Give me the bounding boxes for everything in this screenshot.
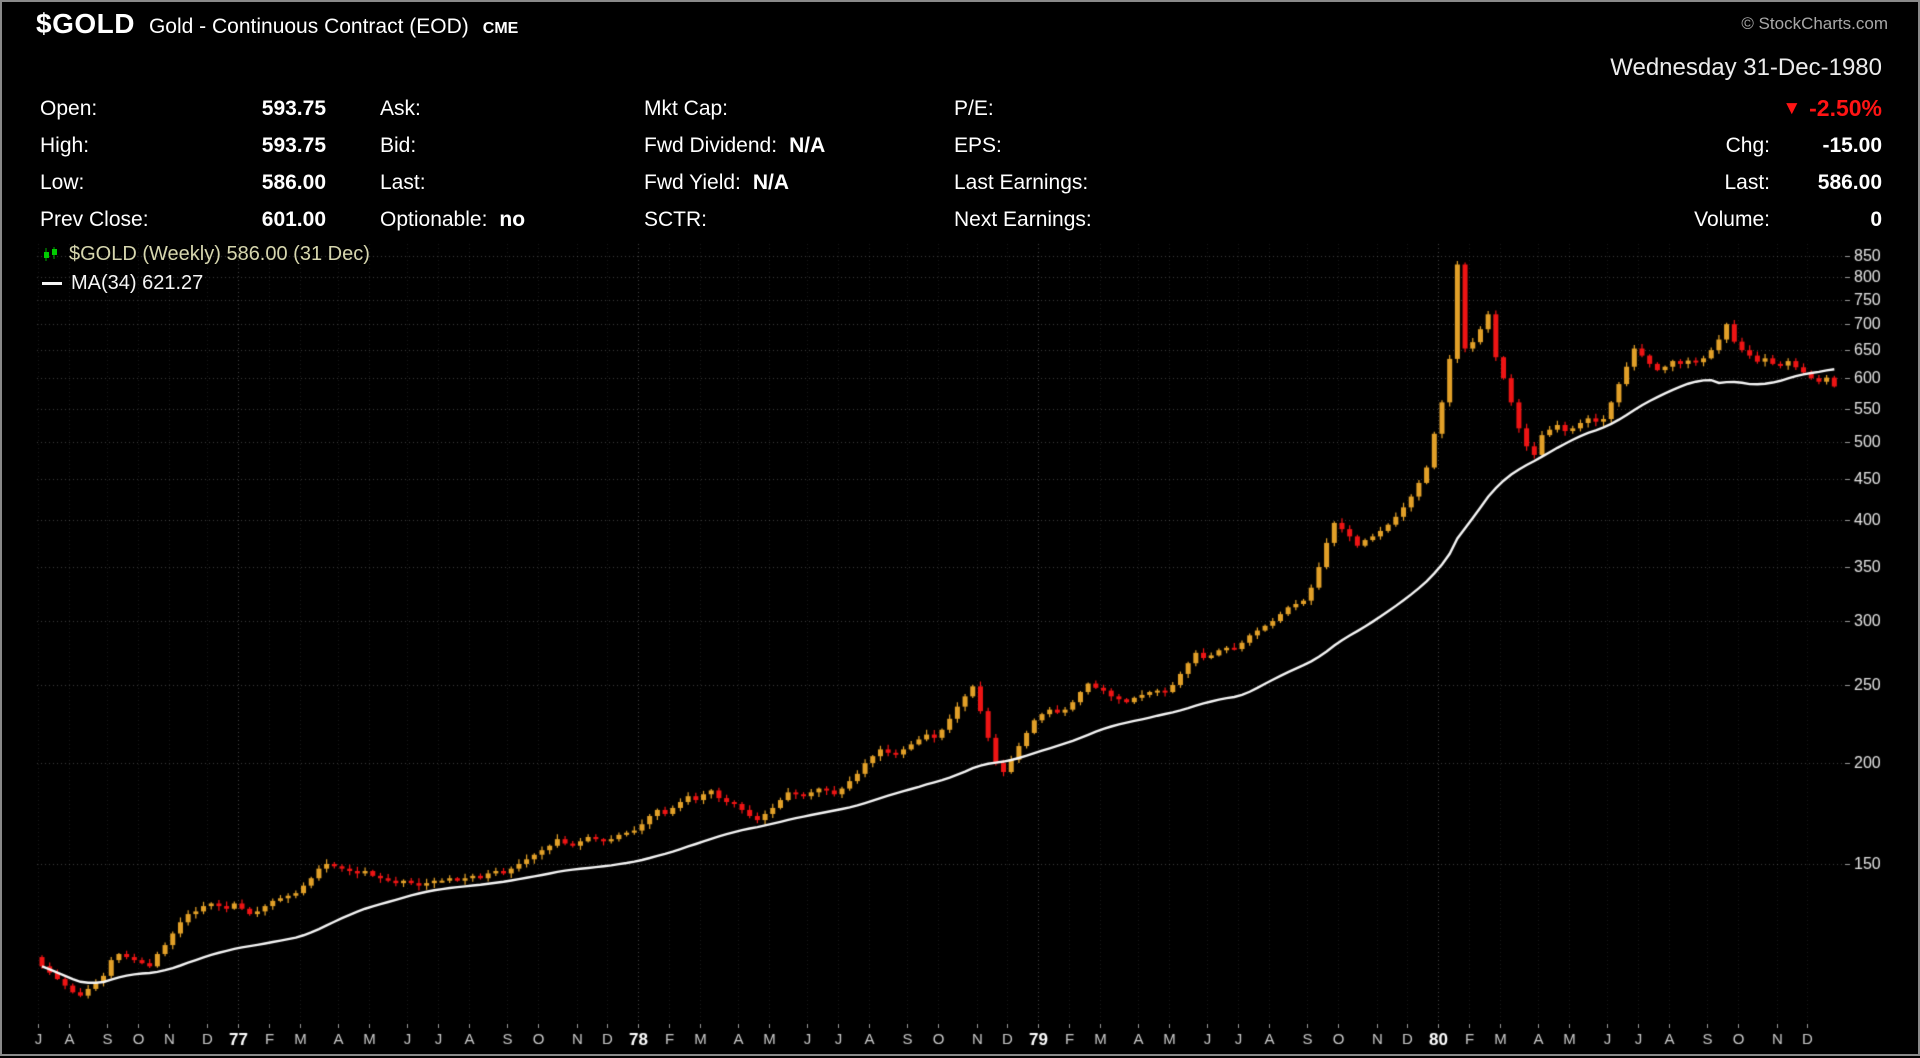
- quote-row-volume: Volume: 0: [1694, 207, 1882, 231]
- stockcharts-watermark: © StockCharts.com: [1741, 14, 1888, 33]
- legend-series-label: $GOLD (Weekly) 586.00 (31 Dec): [69, 243, 370, 265]
- chart-date: Wednesday 31-Dec-1980: [1610, 54, 1882, 81]
- change-percent-row: ▼ -2.50%: [1694, 90, 1882, 127]
- symbol-description: Gold - Continuous Contract (EOD): [148, 15, 469, 38]
- quote-row-pe: P/E:: [954, 96, 994, 120]
- quote-row-low: Low: 586.00: [40, 170, 326, 194]
- quote-row-chg: Chg: -15.00: [1725, 133, 1882, 157]
- quote-column-earnings: P/E: EPS: Last Earnings: Next Earnings:: [954, 90, 1104, 238]
- quote-column-prices: Open: 593.75 High: 593.75 Low: 586.00 Prev …: [40, 90, 326, 238]
- quote-row-prev-close: Prev Close: 601.00: [40, 207, 326, 231]
- quote-row-open: Open: 593.75: [40, 96, 326, 120]
- quote-row-last: Last:: [380, 170, 426, 194]
- quote-row-bid: Bid:: [380, 133, 417, 157]
- header: $GOLD Gold - Continuous Contract (EOD) C…: [36, 8, 518, 40]
- quote-row-fwd-yield: Fwd Yield: N/A: [644, 170, 790, 194]
- quote-column-fundamentals: Mkt Cap: Fwd Dividend: N/A Fwd Yield: N/A …: [644, 90, 825, 238]
- quote-row-eps: EPS:: [954, 133, 1002, 157]
- quote-row-next-earnings: Next Earnings:: [954, 207, 1092, 231]
- down-triangle-icon: ▼: [1782, 97, 1802, 119]
- quote-row-high: High: 593.75: [40, 133, 326, 157]
- symbol: $GOLD: [36, 8, 135, 39]
- quote-row-ask: Ask:: [380, 96, 421, 120]
- exchange-label: CME: [482, 20, 519, 37]
- candlestick-chart-icon: [44, 247, 57, 261]
- chart-legend: $GOLD (Weekly) 586.00 (31 Dec) MA(34) 62…: [42, 240, 370, 298]
- quote-row-last-earnings: Last Earnings:: [954, 170, 1089, 194]
- change-percent: -2.50%: [1809, 95, 1882, 121]
- legend-ma-label: MA(34) 621.27: [71, 272, 204, 294]
- quote-column-change: ▼ -2.50% Chg: -15.00 Last: 586.00 Volume: 0: [1694, 90, 1882, 238]
- quote-row-last-price: Last: 586.00: [1724, 170, 1882, 194]
- quote-row-sctr: SCTR:: [644, 207, 707, 231]
- quote-row-optionable: Optionable: no: [380, 207, 526, 231]
- quote-column-bid-ask: Ask: Bid: Last: Optionable: no: [380, 90, 525, 238]
- quote-row-fwd-dividend: Fwd Dividend: N/A: [644, 133, 826, 157]
- legend-series-row: $GOLD (Weekly) 586.00 (31 Dec): [42, 240, 370, 269]
- ma-line-swatch-icon: [42, 282, 62, 285]
- legend-ma-row: MA(34) 621.27: [42, 269, 370, 298]
- quote-row-mktcap: Mkt Cap:: [644, 96, 729, 120]
